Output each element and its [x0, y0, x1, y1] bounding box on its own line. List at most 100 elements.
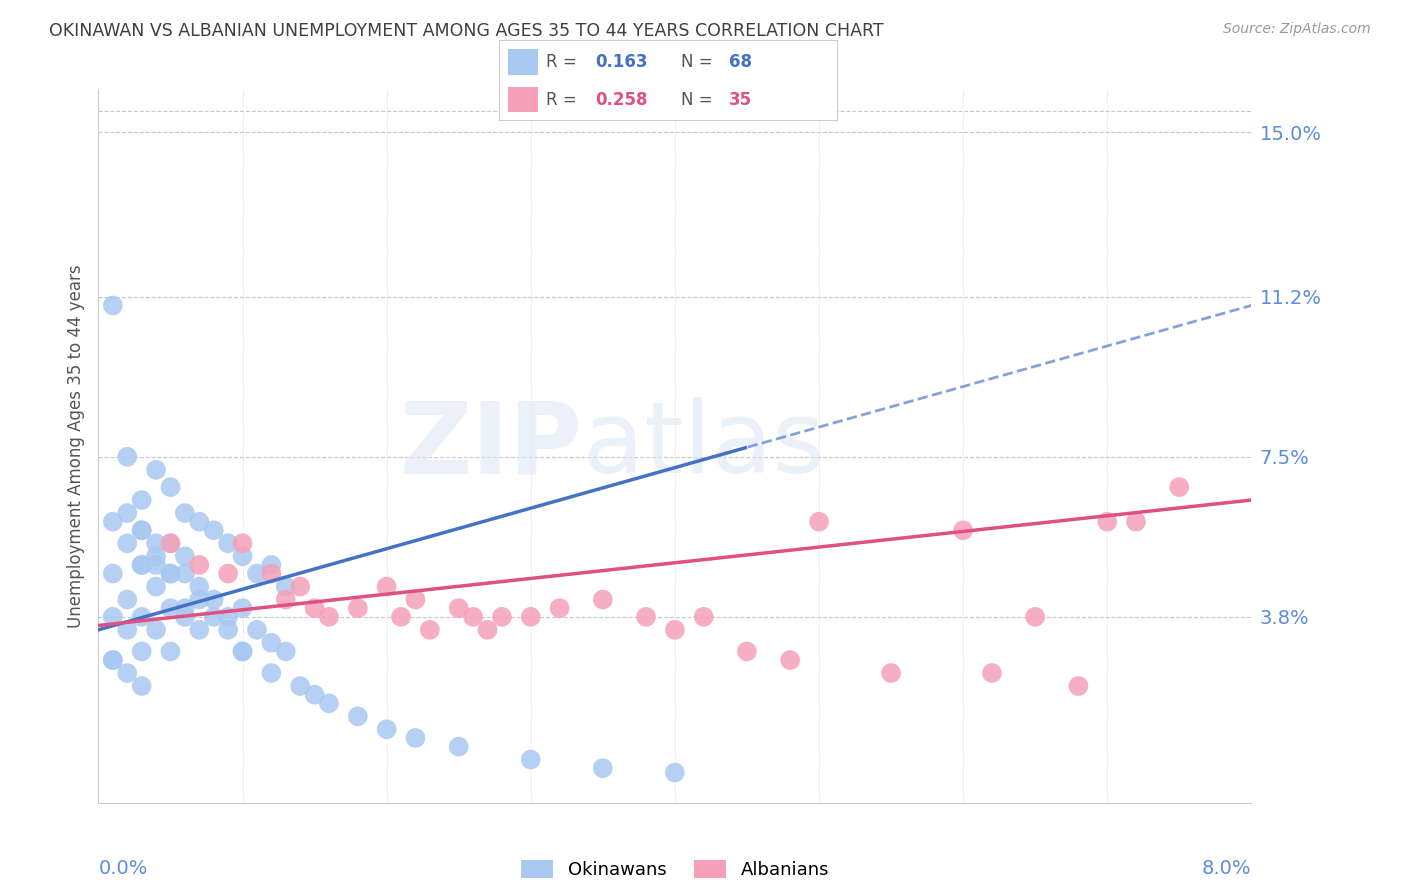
Text: R =: R = — [547, 91, 582, 109]
Point — [274, 580, 297, 594]
Point — [159, 601, 181, 615]
Text: atlas: atlas — [582, 398, 824, 494]
Point — [290, 580, 312, 594]
Text: R =: R = — [547, 53, 582, 70]
Point — [592, 761, 614, 775]
Point — [217, 536, 239, 550]
Point — [981, 666, 1004, 681]
Point — [807, 515, 830, 529]
Point — [346, 709, 368, 723]
Point — [188, 515, 211, 529]
Text: 0.163: 0.163 — [595, 53, 648, 70]
Point — [131, 524, 153, 538]
Point — [290, 679, 312, 693]
Point — [419, 623, 441, 637]
Point — [461, 610, 484, 624]
Y-axis label: Unemployment Among Ages 35 to 44 years: Unemployment Among Ages 35 to 44 years — [66, 264, 84, 628]
Point — [389, 610, 412, 624]
Text: 68: 68 — [728, 53, 752, 70]
Point — [159, 536, 181, 550]
Point — [117, 623, 139, 637]
Point — [304, 601, 326, 615]
Point — [131, 644, 153, 658]
Point — [735, 644, 758, 658]
Point — [274, 644, 297, 658]
Point — [101, 610, 124, 624]
Point — [1024, 610, 1046, 624]
Point — [1097, 515, 1119, 529]
Point — [145, 580, 167, 594]
Point — [636, 610, 658, 624]
Point — [260, 636, 283, 650]
Point — [145, 549, 167, 564]
Point — [304, 688, 326, 702]
Point — [174, 549, 197, 564]
Point — [217, 610, 239, 624]
Point — [101, 298, 124, 312]
Point — [375, 580, 398, 594]
Point — [217, 623, 239, 637]
Point — [131, 524, 153, 538]
Point — [491, 610, 513, 624]
Point — [693, 610, 716, 624]
Point — [1125, 515, 1147, 529]
Point — [131, 610, 153, 624]
Point — [159, 644, 181, 658]
Point — [159, 480, 181, 494]
Point — [131, 558, 153, 572]
Point — [131, 558, 153, 572]
Point — [117, 666, 139, 681]
Point — [231, 549, 254, 564]
Point — [101, 566, 124, 581]
Point — [779, 653, 801, 667]
Point — [520, 610, 543, 624]
Point — [318, 696, 340, 710]
Point — [174, 506, 197, 520]
Point — [202, 524, 225, 538]
Point — [131, 493, 153, 508]
Point — [231, 644, 254, 658]
Point — [447, 601, 470, 615]
Text: 8.0%: 8.0% — [1202, 859, 1251, 878]
Point — [101, 653, 124, 667]
Text: OKINAWAN VS ALBANIAN UNEMPLOYMENT AMONG AGES 35 TO 44 YEARS CORRELATION CHART: OKINAWAN VS ALBANIAN UNEMPLOYMENT AMONG … — [49, 22, 884, 40]
Text: N =: N = — [682, 91, 718, 109]
Point — [952, 524, 974, 538]
Point — [101, 653, 124, 667]
Point — [217, 566, 239, 581]
Point — [447, 739, 470, 754]
FancyBboxPatch shape — [508, 49, 538, 75]
Point — [1168, 480, 1191, 494]
Point — [274, 592, 297, 607]
Point — [174, 610, 197, 624]
Point — [159, 566, 181, 581]
Point — [664, 623, 686, 637]
Point — [405, 592, 427, 607]
FancyBboxPatch shape — [508, 87, 538, 112]
Point — [477, 623, 499, 637]
Point — [145, 463, 167, 477]
Point — [318, 610, 340, 624]
Point — [260, 558, 283, 572]
Point — [246, 623, 269, 637]
Text: 35: 35 — [728, 91, 752, 109]
Point — [145, 558, 167, 572]
Legend: Okinawans, Albanians: Okinawans, Albanians — [513, 853, 837, 887]
Point — [188, 592, 211, 607]
Point — [145, 623, 167, 637]
Point — [174, 601, 197, 615]
Point — [1067, 679, 1090, 693]
Point — [117, 536, 139, 550]
Point — [145, 536, 167, 550]
Text: ZIP: ZIP — [399, 398, 582, 494]
Point — [117, 450, 139, 464]
Point — [202, 592, 225, 607]
Point — [159, 536, 181, 550]
Text: N =: N = — [682, 53, 718, 70]
Point — [405, 731, 427, 745]
Point — [117, 592, 139, 607]
Point — [188, 558, 211, 572]
Point — [202, 610, 225, 624]
Point — [188, 623, 211, 637]
Point — [174, 566, 197, 581]
